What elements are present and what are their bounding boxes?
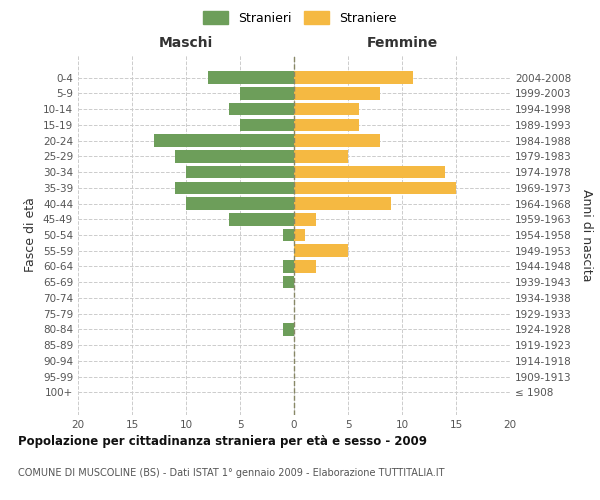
Bar — [154, 134, 294, 147]
Bar — [175, 182, 294, 194]
Bar — [294, 244, 348, 257]
Bar — [294, 197, 391, 210]
Y-axis label: Fasce di età: Fasce di età — [25, 198, 37, 272]
Bar — [229, 213, 294, 226]
Bar — [283, 228, 294, 241]
Bar — [294, 103, 359, 116]
Legend: Stranieri, Straniere: Stranieri, Straniere — [198, 6, 402, 30]
Bar — [294, 87, 380, 100]
Bar — [294, 134, 380, 147]
Text: COMUNE DI MUSCOLINE (BS) - Dati ISTAT 1° gennaio 2009 - Elaborazione TUTTITALIA.: COMUNE DI MUSCOLINE (BS) - Dati ISTAT 1°… — [18, 468, 445, 477]
Bar — [229, 103, 294, 116]
Bar — [294, 150, 348, 162]
Text: Femmine: Femmine — [367, 36, 437, 50]
Bar — [294, 228, 305, 241]
Text: Popolazione per cittadinanza straniera per età e sesso - 2009: Popolazione per cittadinanza straniera p… — [18, 435, 427, 448]
Bar — [294, 182, 456, 194]
Bar — [186, 197, 294, 210]
Bar — [283, 260, 294, 273]
Bar — [294, 166, 445, 178]
Text: Maschi: Maschi — [159, 36, 213, 50]
Bar — [186, 166, 294, 178]
Bar — [294, 118, 359, 131]
Bar — [208, 72, 294, 84]
Bar — [283, 276, 294, 288]
Bar — [175, 150, 294, 162]
Bar — [294, 213, 316, 226]
Bar — [240, 118, 294, 131]
Y-axis label: Anni di nascita: Anni di nascita — [580, 188, 593, 281]
Bar — [283, 323, 294, 336]
Bar — [294, 260, 316, 273]
Bar — [294, 72, 413, 84]
Bar — [240, 87, 294, 100]
